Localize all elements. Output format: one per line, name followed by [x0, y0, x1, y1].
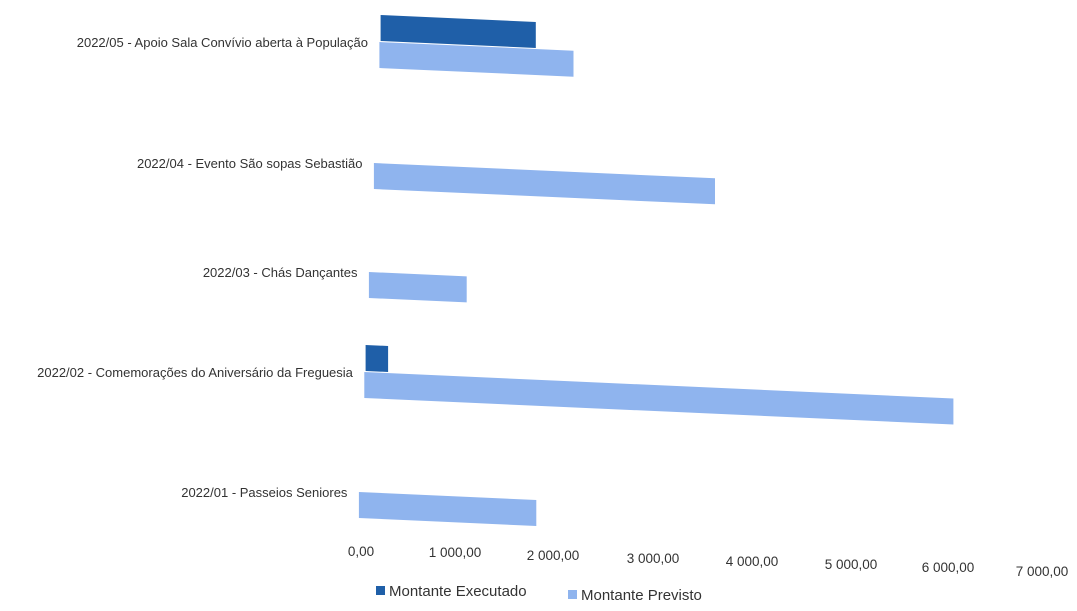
category-label-5: 2022/01 - Passeios Seniores [181, 485, 348, 500]
bar-previsto-3 [368, 272, 467, 303]
x-tick-label-2: 2 000,00 [527, 548, 580, 563]
legend-executado-label: Montante Executado [389, 583, 527, 600]
bar-previsto-1 [379, 42, 574, 77]
bar-executado-1 [380, 15, 536, 48]
category-label-3: 2022/03 - Chás Dançantes [203, 265, 358, 280]
bar-previsto-4 [364, 372, 954, 425]
x-tick-label-7: 7 000,00 [1016, 564, 1069, 579]
category-label-2: 2022/04 - Evento São sopas Sebastião [137, 156, 363, 171]
x-tick-label-5: 5 000,00 [825, 557, 878, 572]
x-tick-label-0: 0,00 [348, 544, 374, 559]
x-tick-label-4: 4 000,00 [726, 554, 779, 569]
x-axis-tick-labels: 0,00 1 000,00 2 000,00 3 000,00 4 000,00 5 00… [348, 544, 1068, 579]
category-label-4: 2022/02 - Comemorações do Aniversário da… [37, 365, 354, 380]
category-label-1: 2022/05 - Apoio Sala Convívio aberta à P… [77, 35, 368, 50]
x-tick-label-3: 3 000,00 [627, 551, 680, 566]
bar-previsto-2 [373, 163, 715, 205]
bars-group [358, 15, 954, 526]
x-tick-label-6: 6 000,00 [922, 560, 975, 575]
legend-previsto-label: Montante Previsto [581, 587, 702, 604]
x-tick-label-1: 1 000,00 [429, 545, 482, 560]
bar-executado-4 [365, 345, 389, 372]
legend-previsto-swatch [568, 590, 577, 599]
category-labels: 2022/05 - Apoio Sala Convívio aberta à P… [37, 35, 368, 500]
legend: Montante Executado Montante Previsto [376, 583, 702, 604]
legend-executado-swatch [376, 586, 385, 595]
bar-previsto-5 [358, 492, 537, 526]
